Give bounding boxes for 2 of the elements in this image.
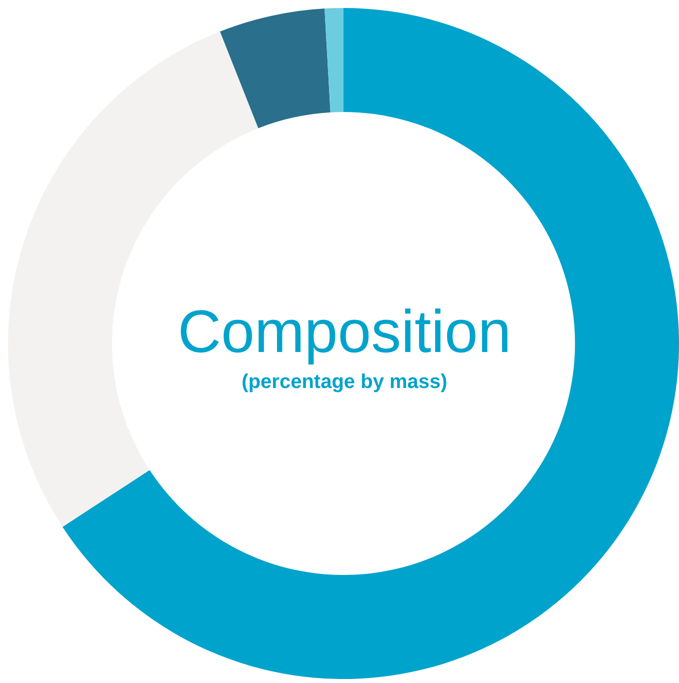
- text: Composition: [176, 297, 512, 367]
- text: (percentage by mass): [240, 370, 448, 395]
